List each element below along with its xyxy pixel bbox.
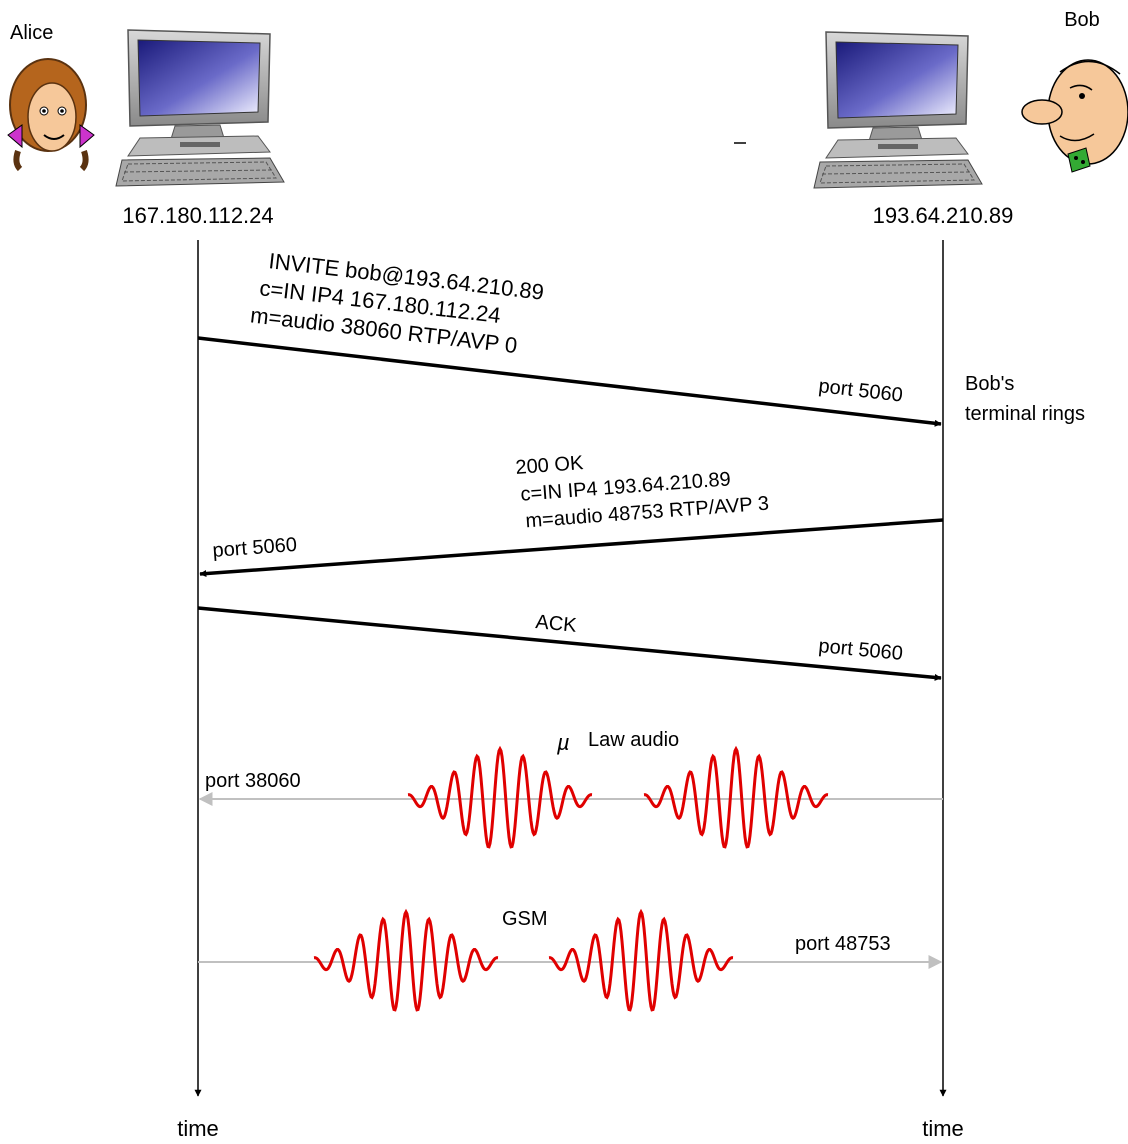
ack-label: ACK bbox=[535, 611, 579, 637]
ack-port: port 5060 bbox=[818, 635, 904, 665]
bob-computer-icon bbox=[813, 31, 983, 189]
gsm-wave-1 bbox=[313, 908, 499, 1012]
ok-line-1: 200 OK bbox=[515, 452, 585, 479]
alice-time-label: time bbox=[177, 1116, 219, 1139]
alice-avatar bbox=[7, 58, 95, 172]
invite-text: INVITE bob@193.64.210.89 c=IN IP4 167.18… bbox=[249, 248, 545, 358]
ok-text: 200 OK c=IN IP4 193.64.210.89 m=audio 48… bbox=[515, 452, 770, 532]
mulaw-symbol: µ bbox=[556, 730, 570, 755]
mulaw-wave-2 bbox=[643, 745, 829, 849]
bob-rings-line-1: Bob's bbox=[965, 373, 1014, 395]
gsm-wave-2 bbox=[548, 908, 734, 1012]
ok-arrow bbox=[199, 518, 944, 578]
invite-port: port 5060 bbox=[817, 375, 903, 407]
ack-arrow bbox=[197, 606, 942, 681]
invite-arrow bbox=[197, 336, 942, 427]
alice-ip: 167.180.112.24 bbox=[122, 203, 273, 228]
mulaw-port: port 38060 bbox=[205, 770, 301, 792]
ok-port: port 5060 bbox=[212, 534, 298, 562]
alice-computer-icon bbox=[115, 29, 285, 187]
bob-time-label: time bbox=[922, 1116, 964, 1139]
gsm-label: GSM bbox=[502, 908, 548, 930]
mulaw-wave-1 bbox=[407, 745, 593, 849]
bob-name: Bob bbox=[1064, 9, 1100, 31]
alice-name: Alice bbox=[10, 22, 53, 44]
bob-rings-line-2: terminal rings bbox=[965, 403, 1085, 425]
gsm-port: port 48753 bbox=[795, 933, 891, 955]
bob-avatar bbox=[1021, 59, 1128, 173]
bob-ip: 193.64.210.89 bbox=[873, 203, 1014, 228]
mulaw-label: Law audio bbox=[588, 729, 679, 751]
